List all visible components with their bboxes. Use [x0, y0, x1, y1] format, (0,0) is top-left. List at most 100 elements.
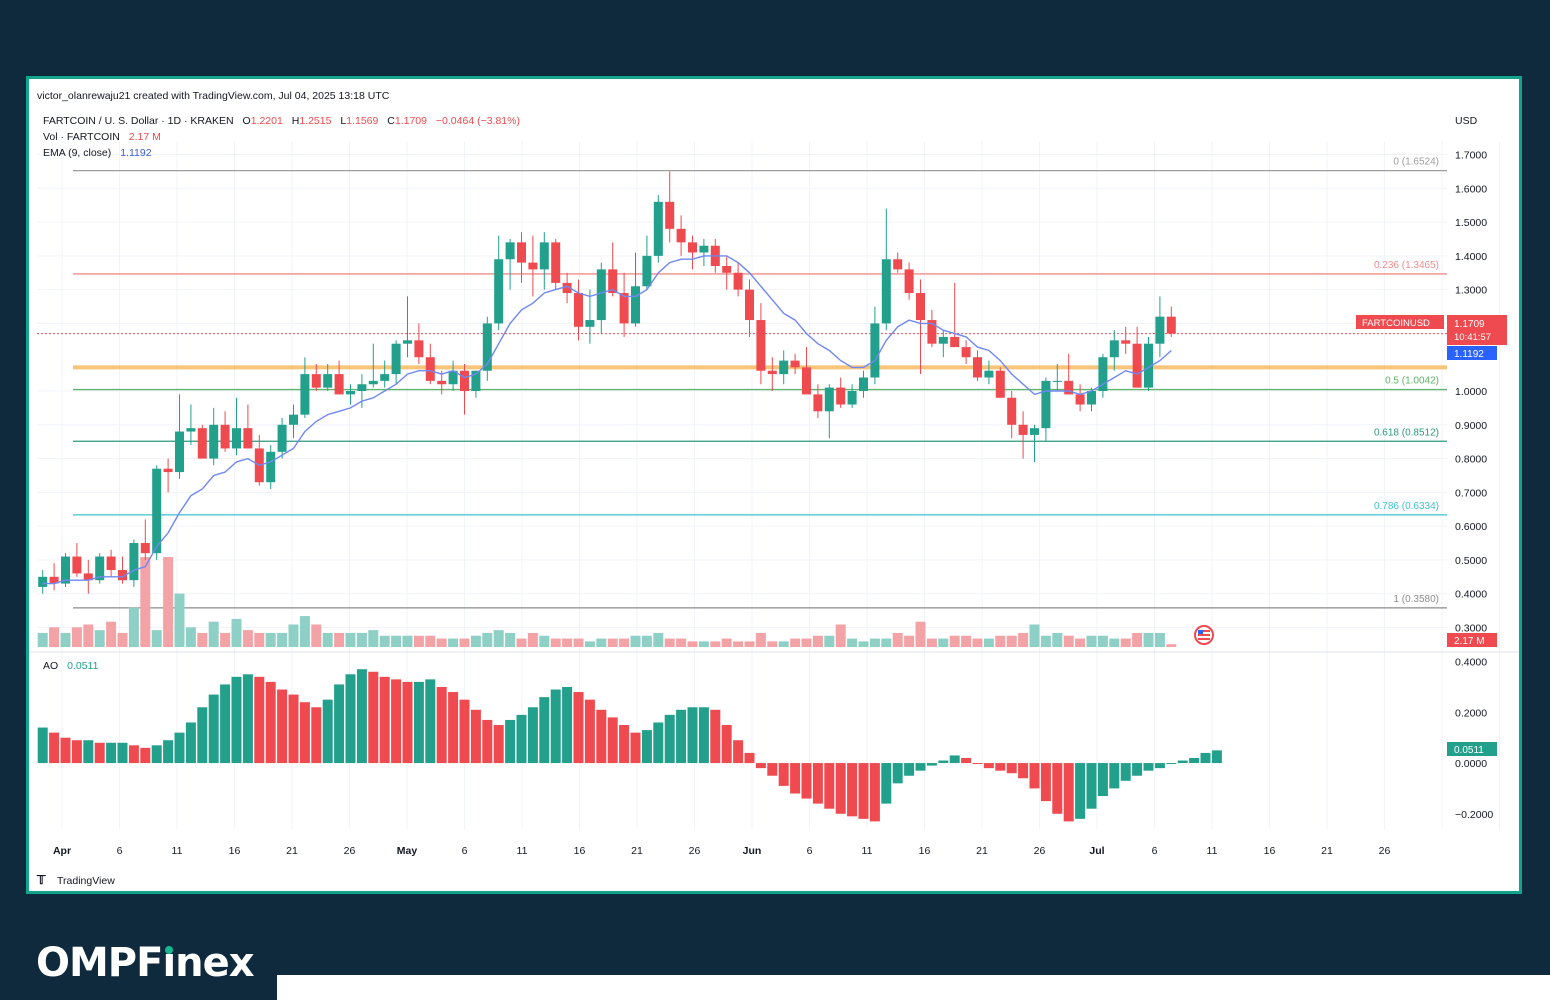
ao-bar — [744, 752, 755, 764]
candle-body — [517, 242, 526, 263]
ao-tick-label: 0.4000 — [1455, 657, 1487, 669]
symbol-name: FARTCOIN / U. S. Dollar · 1D · KRAKEN — [43, 115, 234, 127]
candle-body — [311, 374, 321, 388]
last-price-tag — [1447, 315, 1507, 345]
candle-body — [733, 272, 743, 290]
ao-bar — [596, 709, 607, 764]
ema-tag-text: 1.1192 — [1454, 349, 1484, 360]
candle-body — [619, 293, 629, 324]
candle-body — [870, 323, 880, 378]
ao-bar — [174, 732, 185, 764]
volume-bar — [630, 635, 641, 647]
volume-bar — [926, 638, 937, 647]
candle-body — [300, 374, 310, 415]
ao-bar — [71, 740, 82, 764]
ao-bar — [288, 694, 299, 764]
volume-bar — [949, 635, 960, 647]
volume-bar — [1052, 632, 1063, 647]
volume-bar — [60, 632, 71, 647]
price-axis[interactable]: 1.70001.60001.50001.40001.30001.20001.00… — [1455, 150, 1487, 635]
ao-axis[interactable]: 0.4000 0.2000 0.0000 −0.2000 — [1455, 657, 1493, 821]
ao-bar — [1120, 763, 1131, 781]
time-axis[interactable]: Apr 6 11 16 21 26 May 6 11 16 21 26 Jun 6 11 16 21 26 Jul 6… — [53, 845, 1391, 857]
candle-body — [676, 228, 686, 243]
volume-bar — [505, 632, 516, 647]
ao-bar — [94, 742, 105, 764]
volume-bar — [881, 638, 892, 647]
candle-body — [802, 367, 811, 395]
volume-bar — [938, 638, 949, 647]
candle-body — [631, 286, 640, 324]
price-tick-label: 1.4000 — [1455, 251, 1487, 263]
low-value: 1.1569 — [346, 115, 378, 127]
us-flag-icon[interactable] — [1194, 625, 1214, 645]
volume-bar — [1018, 632, 1029, 647]
volume-bar — [744, 641, 755, 647]
volume-bar — [242, 630, 253, 647]
volume-bar — [151, 630, 162, 647]
vol-label: Vol · FARTCOIN — [43, 131, 120, 143]
volume-bar — [1086, 635, 1097, 647]
ao-bar — [334, 684, 345, 764]
ao-bar — [402, 681, 413, 764]
ao-bar — [607, 717, 618, 764]
candle-body — [1144, 343, 1153, 388]
ao-bar — [847, 763, 858, 817]
ema-value: 1.1192 — [120, 147, 151, 159]
volume-legend[interactable]: Vol · FARTCOIN 2.17 M — [43, 131, 161, 143]
volume-bar — [459, 638, 470, 647]
volume-bar — [721, 638, 732, 647]
ao-bar — [790, 763, 801, 794]
candle-body — [140, 543, 150, 554]
ao-bar — [835, 763, 846, 814]
volume-bar — [425, 635, 436, 647]
ao-bar — [1109, 763, 1120, 789]
volume-bar — [847, 638, 858, 647]
volume-bar — [231, 618, 242, 647]
fibonacci-levels: 0 (1.6524) 0.236 (1.3465) 0.5 (1.0042) 0.61… — [37, 157, 1447, 609]
candle-body — [482, 323, 492, 371]
fib-label: 0.618 (0.8512) — [1374, 427, 1439, 438]
ao-legend[interactable]: AO 0.0511 — [43, 660, 99, 672]
ao-bar — [527, 707, 538, 764]
volume-bar — [1063, 635, 1074, 647]
candle-body — [425, 357, 435, 381]
ao-bar — [892, 763, 903, 784]
candle-body — [699, 245, 709, 253]
time-tick-label: 16 — [229, 845, 241, 857]
ao-bar — [356, 669, 367, 764]
candle-body — [1018, 424, 1028, 435]
ao-bar — [710, 709, 721, 764]
volume-bar — [277, 632, 288, 647]
ao-bar — [140, 747, 151, 764]
volume-tag-text: 2.17 M — [1454, 636, 1485, 647]
ao-bar — [516, 714, 527, 764]
candle-body — [756, 320, 766, 371]
ao-bar — [1075, 763, 1086, 819]
ao-bar — [1029, 763, 1040, 789]
candle-body — [688, 242, 697, 253]
volume-bar — [83, 624, 94, 647]
ao-bar — [995, 763, 1006, 771]
ao-bar — [322, 699, 333, 764]
symbol-legend[interactable]: FARTCOIN / U. S. Dollar · 1D · KRAKEN O1… — [43, 115, 520, 127]
symbol-tag-text: FARTCOINUSD — [1362, 318, 1430, 329]
ao-bar — [1143, 763, 1154, 771]
brand-letter-i: ı — [162, 940, 176, 986]
candle-body — [437, 380, 447, 385]
ao-bar — [1154, 763, 1165, 769]
ao-bar — [1200, 752, 1211, 764]
time-tick-label: 26 — [344, 845, 356, 857]
volume-bar — [448, 638, 459, 647]
volume-bar — [1132, 632, 1143, 647]
time-tick-label: 21 — [976, 845, 988, 857]
countdown-text: 10:41:57 — [1454, 332, 1491, 343]
volume-bar — [801, 638, 812, 647]
ema-tag — [1447, 346, 1497, 360]
volume-bar — [550, 638, 561, 647]
volume-bar — [573, 638, 584, 647]
tradingview-chart[interactable]: 0 (1.6524) 0.236 (1.3465) 0.5 (1.0042) 0.61… — [29, 79, 1519, 891]
candle-body — [72, 556, 82, 574]
close-label: C — [387, 115, 395, 127]
ema-legend[interactable]: EMA (9, close) 1.1192 — [43, 147, 152, 159]
